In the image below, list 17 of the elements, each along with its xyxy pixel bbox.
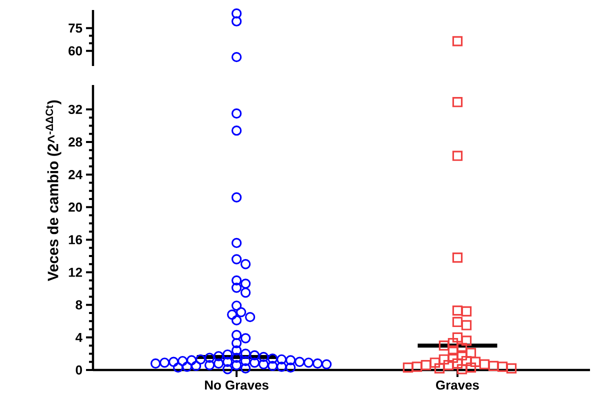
point xyxy=(231,8,242,19)
x-tick-label: Graves xyxy=(436,380,479,390)
point xyxy=(231,52,242,62)
y-tick-label: 24 xyxy=(68,170,82,180)
y-tick-label: 4 xyxy=(76,332,82,342)
y-tick-label: 8 xyxy=(76,300,82,310)
y-tick-label: 0 xyxy=(76,365,82,375)
y-tick-label: 16 xyxy=(68,235,82,244)
point xyxy=(231,16,242,26)
y-tick-label: 32 xyxy=(68,104,82,114)
x-tick-label: No Graves xyxy=(205,380,268,390)
y-tick-label: 75 xyxy=(68,24,82,33)
y-tick-label: 20 xyxy=(68,202,82,212)
y-tick-label: 60 xyxy=(68,46,82,56)
y-tick-label: 12 xyxy=(68,268,82,277)
y-axis-title: Veces de cambio (2^$^{-ΔΔCt}$) xyxy=(46,100,62,282)
y-tick-label: 28 xyxy=(68,137,82,147)
